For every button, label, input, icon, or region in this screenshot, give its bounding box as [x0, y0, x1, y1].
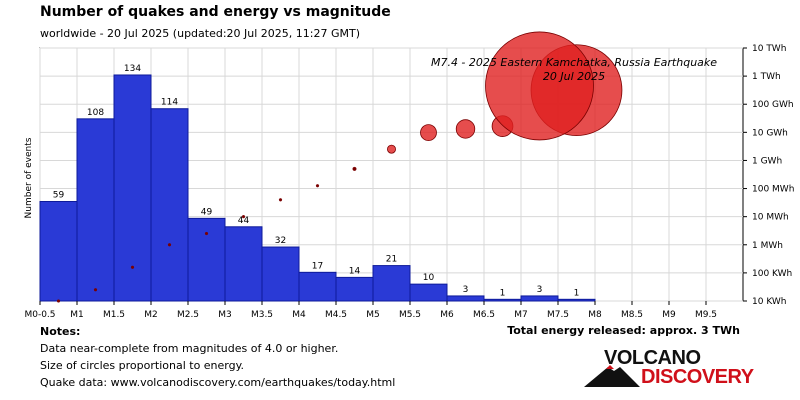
x-tick-label: M5: [366, 310, 380, 320]
energy-point: [352, 166, 357, 171]
x-tick-label: M8.5: [621, 310, 643, 320]
bar: [520, 295, 559, 302]
annotation-line1: M7.4 - 2025 Eastern Kamchatka, Russia Ea…: [431, 56, 717, 69]
bar-value-label: 49: [201, 207, 213, 217]
energy-tick-label: 10 MWh: [752, 213, 789, 223]
bar-value-label: 1: [574, 288, 580, 298]
energy-point: [278, 198, 283, 202]
bar: [298, 271, 337, 302]
x-tick-label: M2: [144, 310, 158, 320]
x-tick-label: M9.5: [695, 310, 717, 320]
x-tick-label: M3.5: [251, 310, 273, 320]
energy-tick-label: 10 KWh: [752, 297, 787, 307]
bar-value-label: 134: [124, 64, 141, 74]
bar-value-label: 3: [537, 285, 543, 295]
x-tick-label: M1: [70, 310, 84, 320]
energy-point: [420, 124, 437, 142]
right-energy-axis: 10 KWh 100 KWh 1 MWh 10 MWh 100 MWh 1 GWh 10 G…: [743, 44, 794, 307]
bar-value-label: 21: [386, 255, 397, 265]
energy-point: [387, 144, 396, 154]
chart-subtitle: worldwide - 20 Jul 2025 (updated:20 Jul …: [40, 27, 361, 40]
x-tick-label: M9: [662, 310, 676, 320]
energy-point: [130, 265, 135, 269]
note-line: Data near-complete from magnitudes of 4.…: [40, 342, 339, 355]
bar-value-label: 3: [463, 285, 469, 295]
energy-point: [455, 119, 476, 139]
energy-tick-label: 1 TWh: [752, 72, 781, 82]
bar-value-label: 32: [275, 236, 286, 246]
energy-tick-label: 100 KWh: [752, 269, 792, 279]
bar: [409, 283, 448, 302]
energy-point: [485, 31, 594, 141]
energy-tick-label: 100 MWh: [752, 185, 794, 195]
note-line: Size of circles proportional to energy.: [40, 359, 245, 372]
bar: [261, 246, 300, 302]
bar-value-label: 44: [238, 216, 250, 226]
bar-value-label: 14: [349, 266, 361, 276]
bar-value-label: 59: [53, 190, 65, 200]
energy-point: [56, 299, 61, 303]
energy-tick-label: 10 GWh: [752, 128, 788, 138]
logo-text-volcano: VOLCANO: [604, 347, 701, 369]
total-energy: Total energy released: approx. 3 TWh: [507, 324, 740, 337]
x-tick-label: M8: [588, 310, 602, 320]
x-tick-label: M0-0.5: [24, 310, 55, 320]
logo-text-discovery: DISCOVERY: [641, 366, 754, 388]
energy-point: [241, 215, 246, 219]
bar-value-label: 108: [87, 108, 104, 118]
x-tick-label: M4: [292, 310, 306, 320]
chart-title: Number of quakes and energy vs magnitude: [40, 4, 391, 20]
bar: [372, 265, 411, 302]
energy-point: [315, 184, 320, 188]
bar: [187, 217, 226, 302]
bar: [39, 200, 78, 302]
bar-value-labels: 59 108 134 114 49 44 32 17 14 21 10 3 1 3 1: [53, 64, 580, 298]
bar-value-label: 114: [161, 98, 178, 108]
x-tick-label: M4.5: [325, 310, 347, 320]
bar: [150, 108, 189, 302]
y-axis-label: Number of events: [24, 137, 34, 218]
x-tick-label: M6.5: [473, 310, 495, 320]
x-tick-label: M5.5: [399, 310, 421, 320]
bar: [446, 295, 485, 302]
bar: [113, 74, 152, 302]
bar: [335, 276, 374, 302]
energy-point: [204, 231, 209, 236]
bar-value-label: 1: [500, 288, 506, 298]
energy-tick-label: 1 GWh: [752, 156, 782, 166]
energy-tick-label: 1 MWh: [752, 241, 783, 251]
x-tick-label: M7.5: [547, 310, 569, 320]
x-tick-label: M1.5: [103, 310, 125, 320]
x-tick-label: M2.5: [177, 310, 199, 320]
bar: [483, 298, 522, 302]
volcano-icon: [584, 365, 640, 387]
notes-heading: Notes:: [40, 325, 81, 338]
x-axis: M0-0.5 M1 M1.5 M2 M2.5 M3 M3.5 M4 M4.5 M5 M5.5 M6 M6…: [24, 301, 717, 320]
volcanodiscovery-logo: VOLCANO DISCOVERY: [584, 347, 758, 388]
notes-block: Notes: Data near-complete from magnitude…: [40, 323, 395, 391]
bar: [557, 298, 596, 302]
bar-value-label: 17: [312, 261, 323, 271]
bar-value-label: 10: [423, 273, 435, 283]
energy-tick-label: 100 GWh: [752, 100, 794, 110]
bar-series: [39, 74, 596, 302]
x-tick-label: M3: [218, 310, 232, 320]
x-tick-label: M6: [440, 310, 454, 320]
energy-series: [56, 31, 623, 303]
x-tick-label: M7: [514, 310, 528, 320]
energy-tick-label: 10 TWh: [752, 44, 786, 54]
bar: [224, 226, 263, 302]
energy-point: [167, 243, 172, 247]
bar: [76, 118, 115, 302]
annotation-line2: 20 Jul 2025: [543, 70, 605, 83]
energy-point: [93, 288, 98, 292]
note-line: Quake data: www.volcanodiscovery.com/ear…: [40, 376, 396, 389]
